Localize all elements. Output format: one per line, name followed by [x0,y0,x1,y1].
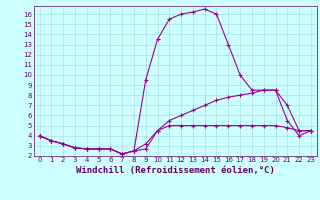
X-axis label: Windchill (Refroidissement éolien,°C): Windchill (Refroidissement éolien,°C) [76,166,275,175]
